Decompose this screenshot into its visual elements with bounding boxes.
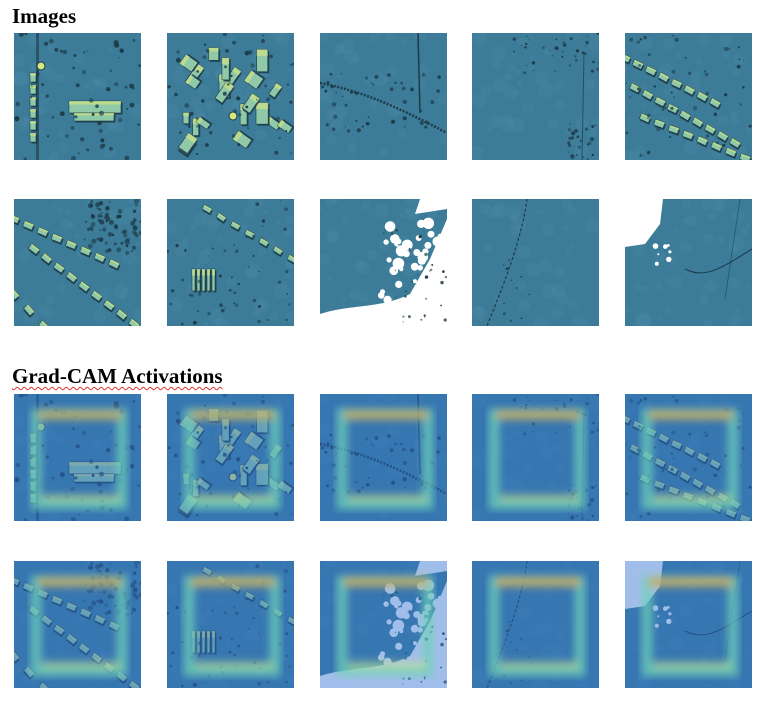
gradcam-1-3-tile: [320, 394, 447, 521]
gradcam-1-4-tile: [472, 394, 599, 521]
image-2-4-tile: [472, 199, 599, 326]
gradcam-section-title: Grad-CAM Activations: [12, 364, 223, 388]
image-2-5-tile: [625, 199, 752, 326]
gradcam-1-2-tile: [167, 394, 294, 521]
image-1-4-tile: [472, 33, 599, 160]
image-2-1-tile: [14, 199, 141, 326]
images-section-title: Images: [12, 4, 77, 28]
gradcam-2-4-tile: [472, 561, 599, 688]
image-2-2-tile: [167, 199, 294, 326]
gradcam-2-2-tile: [167, 561, 294, 688]
image-1-5-tile: [625, 33, 752, 160]
image-1-3-tile: [320, 33, 447, 160]
image-2-3-tile: [320, 199, 447, 326]
image-1-1-tile: [14, 33, 141, 160]
image-1-2-tile: [167, 33, 294, 160]
gradcam-1-5-tile: [625, 394, 752, 521]
gradcam-1-1-tile: [14, 394, 141, 521]
gradcam-2-5-tile: [625, 561, 752, 688]
gradcam-2-1-tile: [14, 561, 141, 688]
gradcam-2-3-tile: [320, 561, 447, 688]
